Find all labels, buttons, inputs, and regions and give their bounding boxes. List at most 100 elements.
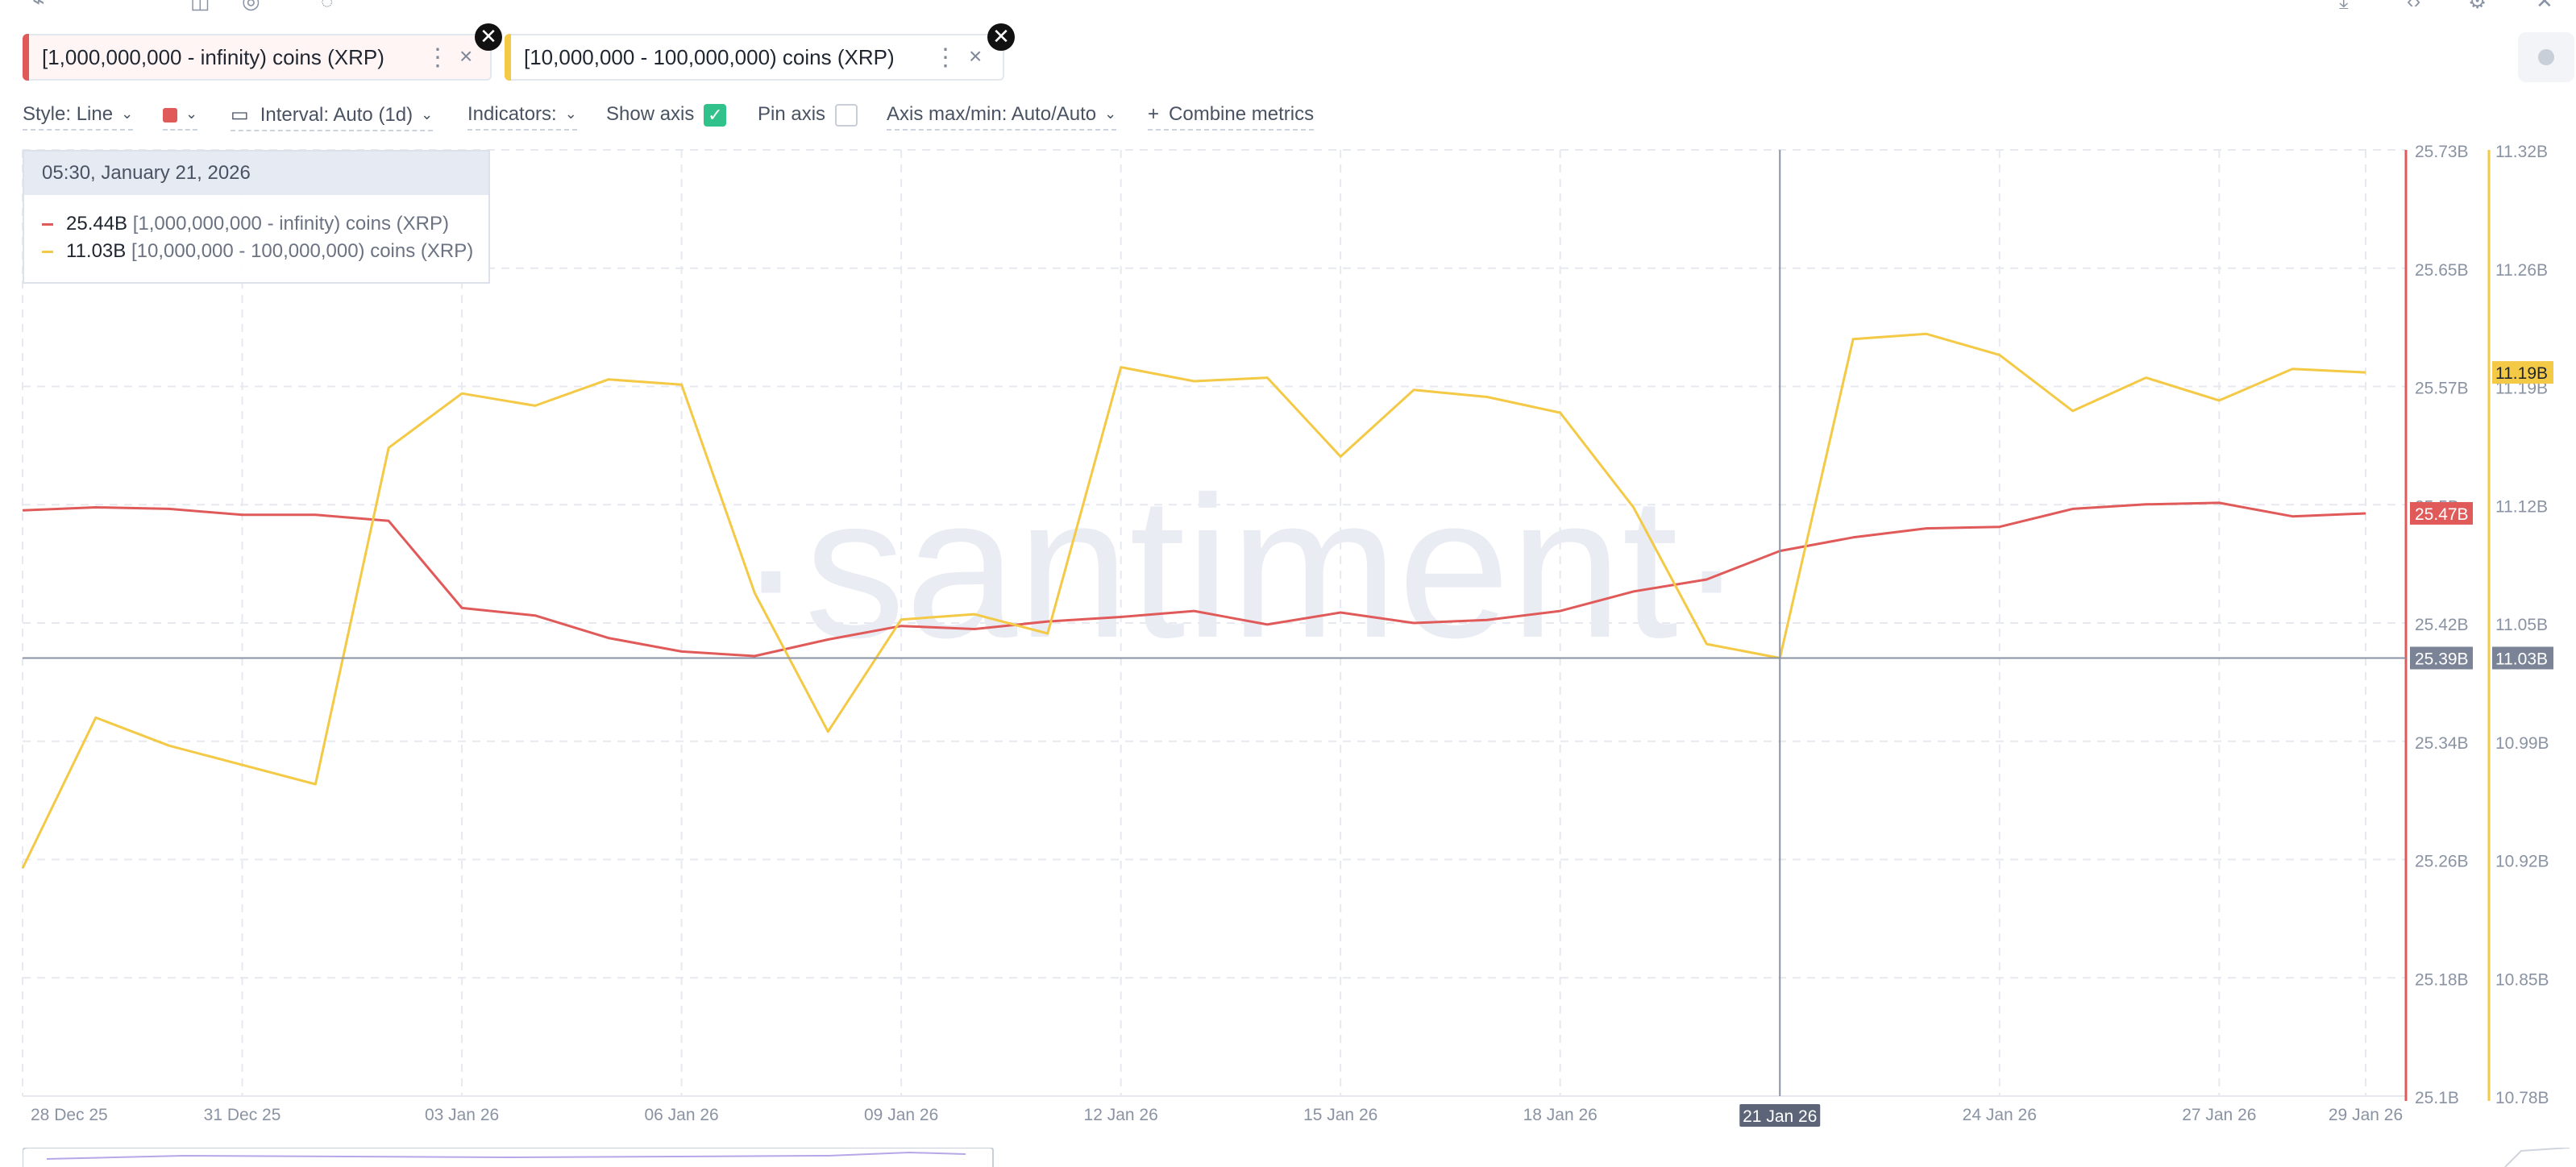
crosshair-right-label: 11.03B [2495,650,2548,668]
top-toolbar-remnant: ⌁ ◫ ◎ ◌ ⤓ ‹› ⚙ ✕ [0,0,2576,13]
x-axis-tick-label: 15 Jan 26 [1303,1106,1377,1124]
metric-tag-mid-holders[interactable]: [10,000,000 - 100,000,000) coins (XRP) ⋮… [505,34,1004,81]
tooltip-date: 05:30, January 21, 2026 [24,152,488,195]
right-axis-tick-label: 11.19B [2495,380,2548,398]
plus-icon: + [1148,103,1160,125]
series-line-1 [21,332,2366,870]
tooltip-row: 25.44B [1,000,000,000 - infinity) coins … [42,213,449,235]
chevron-down-icon: ⌄ [564,106,577,122]
x-axis-tick-label: 12 Jan 26 [1084,1106,1158,1124]
left-axis-tick-label: 25.18B [2415,970,2469,989]
color-swatch [163,107,177,123]
interval-selector[interactable]: ▭ Interval: Auto (1d) ⌄ [231,103,434,131]
left-axis-tick-label: 25.65B [2415,261,2469,280]
status-toggle-button[interactable] [2518,32,2574,82]
metric-tag-label: [10,000,000 - 100,000,000) coins (XRP) [524,44,895,69]
x-axis-tick-label: 27 Jan 26 [2182,1106,2256,1124]
toolbar-icon[interactable]: ◫ [190,0,210,13]
checkbox-unchecked-icon[interactable] [835,103,858,127]
left-axis-tick-label: 25.34B [2415,734,2469,753]
pin-axis-label: Pin axis [758,103,826,125]
chevron-down-icon: ⌄ [185,106,198,122]
right-axis-tick-label: 11.12B [2495,497,2548,516]
right-axis-tick-label: 10.92B [2495,853,2549,871]
x-axis-tick-label: 28 Dec 25 [31,1106,108,1124]
last-value-right-label: 11.19B [2495,364,2548,383]
axis-maxmin-selector[interactable]: Axis max/min: Auto/Auto ⌄ [887,103,1117,131]
left-axis-tick-label: 25.73B [2415,143,2469,161]
more-options-icon[interactable]: ⋮ [426,44,450,71]
axes: 25.73B11.32B25.65B11.26B25.57B11.19B25.5… [23,143,2553,1127]
dot-icon [2538,49,2554,65]
axis-maxmin-label: Axis max/min: Auto/Auto [887,103,1097,125]
right-axis-tick-label: 10.78B [2495,1089,2549,1107]
x-axis-tick-label: 06 Jan 26 [644,1106,718,1124]
combine-metrics-button[interactable]: + Combine metrics [1148,103,1315,131]
close-metric-badge-icon[interactable]: ✕ [987,23,1015,51]
crosshair-left-label: 25.39B [2415,650,2469,668]
right-axis-tick-label: 11.05B [2495,616,2548,634]
series-color-dash [42,251,53,254]
show-axis-label: Show axis [606,103,695,125]
x-axis-tick-label: 24 Jan 26 [1963,1106,2037,1124]
x-axis-tick-label: 03 Jan 26 [425,1106,499,1124]
combine-label: Combine metrics [1169,103,1315,125]
last-value-left-label: 25.47B [2415,505,2469,524]
last-value-right-bg [2492,361,2553,384]
download-icon[interactable]: ⤓ [2339,0,2349,13]
chevron-down-icon: ⌄ [421,106,434,123]
close-icon[interactable]: ✕ [2536,0,2553,13]
indicators-label: Indicators: [467,103,557,125]
left-axis-tick-label: 25.26B [2415,853,2469,871]
tooltip-value: 25.44B [66,213,128,235]
series-color-dash [42,223,53,226]
tooltip-row: 11.03B [10,000,000 - 100,000,000) coins … [42,240,473,263]
right-axis-tick-label: 11.26B [2495,261,2548,280]
metric-tag-whales[interactable]: [1,000,000,000 - infinity) coins (XRP) ⋮… [23,34,492,81]
tooltip-series-name: [10,000,000 - 100,000,000) coins (XRP) [131,240,474,262]
tooltip-value: 11.03B [66,240,127,262]
ruler-icon: ▭ [231,104,249,126]
close-metric-badge-icon[interactable]: ✕ [475,23,502,51]
toolbar-icon[interactable]: ◌ [321,0,334,13]
x-axis-tick-label: 29 Jan 26 [2329,1106,2403,1124]
show-axis-toggle[interactable]: Show axis ✓ [606,103,727,130]
timeline-navigator[interactable] [23,1148,2576,1167]
toolbar-icon[interactable]: ⌁ [32,0,45,13]
left-axis-tick-label: 25.1B [2415,1089,2459,1107]
metric-color-bar [23,34,29,81]
metric-tag-label: [1,000,000,000 - infinity) coins (XRP) [42,44,384,69]
crosshair-x-label: 21 Jan 26 [1743,1107,1817,1126]
x-axis-tick-label: 31 Dec 25 [204,1106,281,1124]
right-axis-tick-label: 11.32B [2495,143,2548,161]
series-lines [21,332,2366,870]
checkbox-checked-icon[interactable]: ✓ [704,103,727,127]
left-axis-tick-label: 25.42B [2415,616,2469,634]
x-axis-tick-label: 18 Jan 26 [1523,1106,1598,1124]
crosshair-left-label-bg [2410,646,2473,670]
metric-color-bar [505,34,511,81]
series-line-0 [22,501,2366,658]
more-options-icon[interactable]: ⋮ [933,44,958,71]
settings-icon[interactable]: ⚙ [2468,0,2487,13]
chevron-down-icon: ⌄ [121,106,134,122]
embed-icon[interactable]: ‹› [2407,0,2421,13]
crosshair-x-label-bg [1739,1104,1821,1127]
interval-label: Interval: Auto (1d) [260,104,413,126]
last-value-left-bg [2410,501,2473,525]
pin-axis-toggle[interactable]: Pin axis [758,103,858,130]
style-label: Style: Line [23,103,114,125]
indicators-selector[interactable]: Indicators: ⌄ [467,103,577,131]
style-selector[interactable]: Style: Line ⌄ [23,103,134,131]
toolbar-icon[interactable]: ◎ [242,0,260,13]
crosshair-right-label-bg [2492,646,2553,670]
remove-metric-icon[interactable]: × [969,44,983,69]
crosshair-tooltip: 05:30, January 21, 2026 25.44B [1,000,00… [23,150,490,284]
watermark: ·santiment· [737,455,1745,679]
chevron-down-icon: ⌄ [1104,106,1117,122]
remove-metric-icon[interactable]: × [459,44,473,69]
x-axis-tick-label: 09 Jan 26 [864,1106,938,1124]
tooltip-series-name: [1,000,000,000 - infinity) coins (XRP) [132,213,449,235]
color-selector[interactable]: ⌄ [163,103,198,131]
